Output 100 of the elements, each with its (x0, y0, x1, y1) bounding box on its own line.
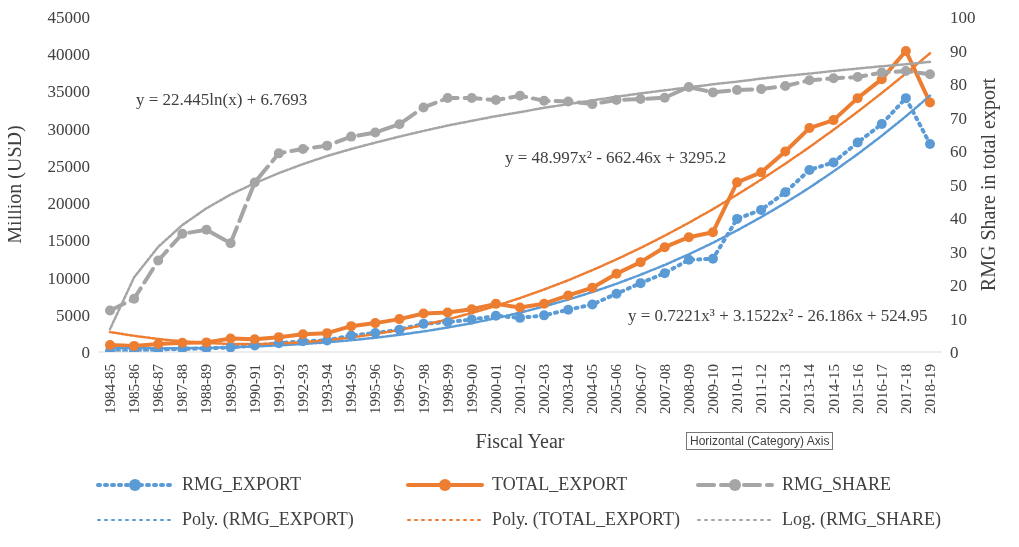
point (297, 329, 308, 340)
point (418, 308, 429, 319)
y2-tick-label: 70 (950, 108, 967, 128)
point (201, 224, 212, 235)
point (635, 94, 646, 105)
point (273, 148, 284, 159)
point (322, 140, 333, 151)
point (707, 253, 718, 264)
annotation: y = 22.445ln(x) + 6.7693 (136, 90, 308, 110)
y2-tick-label: 10 (950, 309, 967, 329)
x-axis-title: Fiscal Year (475, 430, 565, 452)
y-tick-label: 15000 (47, 231, 90, 251)
point (490, 310, 501, 321)
x-tick-label: 1996-97 (391, 363, 408, 414)
x-tick-label: 2006-07 (632, 363, 649, 414)
annotation: y = 0.7221x³ + 3.1522x² - 26.186x + 524.95 (628, 306, 928, 326)
y2-tick-label: 20 (950, 276, 967, 296)
point (756, 167, 767, 178)
point (225, 333, 236, 344)
point (249, 334, 260, 345)
point (707, 87, 718, 98)
y-axis-title: Million (USD) (3, 125, 27, 244)
legend-label: RMG_EXPORT (182, 474, 301, 495)
x-tick-label: 1984-85 (102, 364, 118, 414)
point (900, 65, 911, 76)
point (370, 318, 381, 329)
x-tick-label: 1992-93 (294, 364, 311, 414)
legend-label: TOTAL_EXPORT (492, 474, 628, 495)
x-tick-label: 2015-16 (849, 363, 866, 414)
y-tick-label: 5000 (56, 305, 90, 325)
legend-label: Poly. (TOTAL_EXPORT) (492, 509, 680, 530)
point (852, 71, 863, 82)
point (418, 318, 429, 329)
point (732, 85, 743, 96)
legend-label: RMG_SHARE (782, 474, 892, 495)
y2-tick-label: 40 (950, 209, 967, 229)
x-tick-label: 2007-08 (656, 364, 673, 414)
point (129, 340, 140, 351)
x-tick-label: 2016-17 (873, 363, 890, 414)
point (925, 139, 935, 149)
point (780, 146, 791, 157)
x-tick-label: 1999-00 (463, 364, 480, 414)
point (732, 177, 743, 188)
y-tick-label: 25000 (47, 156, 90, 176)
point (442, 307, 453, 318)
point (828, 157, 839, 168)
x-tick-label: 2013-14 (801, 363, 818, 414)
point (900, 93, 911, 104)
point (804, 123, 815, 134)
point (466, 314, 477, 325)
y-tick-label: 0 (81, 343, 90, 363)
y-tick-label: 40000 (47, 45, 90, 65)
point (828, 73, 839, 84)
point (925, 69, 935, 80)
x-tick-label: 2014-15 (825, 364, 842, 414)
point (490, 95, 501, 106)
point (707, 227, 718, 238)
x-tick-label: 2017-18 (897, 364, 914, 414)
x-tick-label: 1995-96 (367, 363, 384, 414)
y-tick-label: 20000 (47, 194, 90, 214)
point (635, 278, 646, 289)
x-tick-label: 1993-94 (319, 363, 336, 414)
point (539, 310, 550, 321)
point (249, 177, 260, 188)
point (442, 317, 453, 328)
point (105, 305, 115, 316)
point (225, 342, 236, 352)
x-tick-label: 2018-19 (922, 364, 938, 414)
point (129, 293, 140, 304)
point (539, 95, 550, 106)
point (370, 127, 381, 138)
y2-tick-label: 80 (950, 75, 967, 95)
y-tick-label: 30000 (47, 119, 90, 139)
point (105, 340, 115, 351)
point (925, 97, 935, 108)
x-tick-label: 1994-95 (343, 364, 360, 414)
point (346, 330, 357, 341)
x-tick-label: 1998-99 (439, 364, 456, 414)
point (322, 328, 333, 339)
x-tick-label: 1991-92 (270, 364, 287, 414)
point (876, 67, 887, 78)
point (659, 268, 670, 279)
y2-tick-label: 100 (950, 8, 976, 28)
y-tick-label: 45000 (47, 8, 90, 28)
x-tick-label: 2002-03 (536, 364, 553, 414)
y2-tick-label: 30 (950, 242, 967, 262)
point (611, 95, 622, 106)
point (539, 298, 550, 309)
point (418, 102, 429, 113)
legend-label: Poly. (RMG_EXPORT) (182, 509, 354, 530)
point (876, 119, 887, 130)
point (201, 337, 212, 348)
x-tick-label: 1986-87 (150, 363, 167, 414)
point (611, 288, 622, 299)
point (153, 255, 164, 266)
x-tick-label: 1990-91 (246, 364, 263, 414)
x-tick-label: 1988-89 (198, 364, 215, 414)
point (394, 314, 405, 325)
point (515, 302, 525, 313)
point (297, 143, 308, 154)
